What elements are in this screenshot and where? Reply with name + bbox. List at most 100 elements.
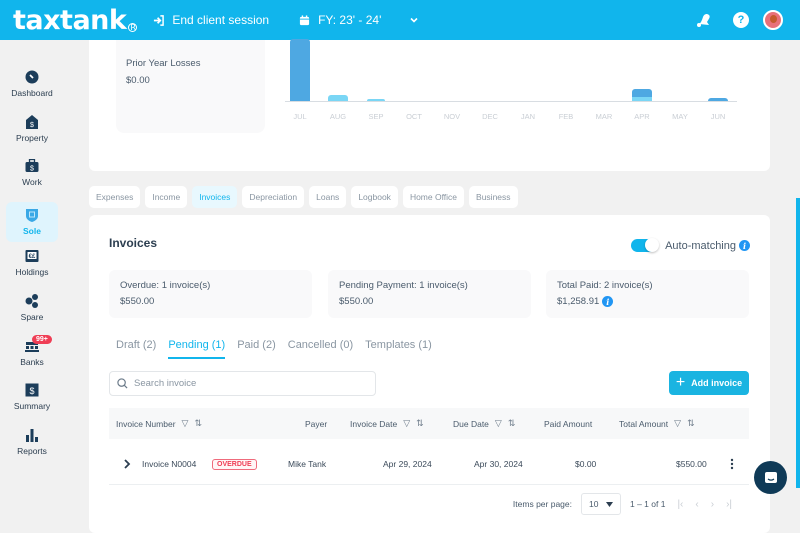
top-bar: taxtank R End client session FY: 23' - 24… [0,0,800,40]
search-icon [117,378,128,389]
sidebar-item-label: Holdings [15,267,49,277]
tab-depreciation[interactable]: Depreciation [242,186,305,208]
filter-icon[interactable]: ▽ [181,418,189,428]
tab-income[interactable]: Income [145,186,188,208]
col-invoice-number[interactable]: Invoice Number ▽ ⇅ [116,408,202,439]
x-tick-label: OCT [406,112,422,121]
col-invoice-date[interactable]: Invoice Date ▽ ⇅ [350,408,424,439]
prior-year-losses-value: $0.00 [126,75,150,86]
filter-icon[interactable]: ▽ [674,418,682,428]
sidebar-item-work[interactable]: $ Work [6,153,58,193]
info-icon[interactable]: i [602,296,614,307]
col-total-amount[interactable]: Total Amount ▽ ⇅ [619,408,695,439]
auto-matching-toggle[interactable] [631,238,660,252]
bar-aug[interactable] [328,95,348,101]
status-badge: OVERDUE [212,458,257,470]
tab-logbook[interactable]: Logbook [351,186,398,208]
sidebar-item-label: Summary [13,401,51,411]
items-per-page-label: Items per page: [512,499,572,509]
bar-jul[interactable] [290,39,310,101]
chevron-down-icon[interactable] [409,15,419,25]
tab-draft[interactable]: Draft (2) [116,339,157,351]
auto-matching: Auto-matching i [631,238,750,252]
invoices-card: Invoices Auto-matching i Overdue: 1 invo… [89,215,770,533]
filter-icon[interactable]: ▽ [494,418,502,428]
end-client-session-button[interactable]: End client session [153,13,269,27]
fy-selector[interactable]: FY: 23' - 24' [299,13,427,27]
invoice-number: Invoice N0004 [142,459,197,469]
table-row[interactable]: Invoice N0004 OVERDUE Mike Tank Apr 29, … [109,443,749,485]
tab-business[interactable]: Business [469,186,518,208]
sidebar-item-property[interactable]: $ Property [6,109,58,149]
tab-invoices[interactable]: Invoices [192,186,238,208]
tab-home-office[interactable]: Home Office [402,186,465,208]
sidebar-item-spare[interactable]: Spare [6,288,58,328]
help-icon[interactable]: ? [733,12,749,28]
bar-jun[interactable] [708,98,728,101]
x-tick-label: JUL [293,112,307,121]
chat-button[interactable] [754,461,787,494]
sidebar-item-summary[interactable]: $ Summary [6,377,58,417]
summary-total-paid: Total Paid: 2 invoice(s) $1,258.91 i [546,270,749,318]
tab-expenses[interactable]: Expenses [89,186,141,208]
bar-apr[interactable] [632,89,652,101]
column-label: Due Date [453,418,489,429]
sort-icon[interactable]: ⇅ [416,418,424,428]
info-icon[interactable]: i [739,240,750,251]
add-invoice-button[interactable]: + Add invoice [669,371,749,395]
svg-text:$: $ [30,166,34,173]
x-tick-label: AUG [329,112,347,121]
sort-icon[interactable]: ⇅ [194,418,202,428]
sidebar-item-reports[interactable]: Reports [6,422,58,462]
total-amount-cell: $550.00 [676,459,707,469]
column-label: Paid Amount [544,418,593,429]
end-session-label: End client session [172,13,270,27]
column-label: Invoice Date [350,418,398,429]
sidebar-item-banks[interactable]: 99+ Banks [6,333,58,373]
table-header: Invoice Number ▽ ⇅ Payer Invoice Date ▽ ⇅ Du… [109,408,749,439]
bell-icon[interactable] [695,12,713,28]
spare-icon [25,294,38,308]
summary-label: Total Paid: 2 invoice(s) [557,280,653,291]
door-exit-icon [154,14,165,26]
tab-templates[interactable]: Templates (1) [365,339,432,351]
sort-icon[interactable]: ⇅ [507,418,516,428]
property-icon: $ [26,115,38,129]
bar-sep[interactable] [367,99,385,101]
tab-loans[interactable]: Loans [309,186,347,208]
filter-icon[interactable]: ▽ [403,418,411,428]
tab-paid[interactable]: Paid (2) [237,339,276,351]
items-per-page-value: 10 [588,499,599,509]
more-options-icon[interactable] [730,443,734,485]
sidebar-item-label: Sole [23,226,41,236]
summary-overdue: Overdue: 1 invoice(s) $550.00 [109,270,312,318]
prior-year-losses-card: Prior Year Losses $0.00 [116,40,265,133]
tab-pending[interactable]: Pending (1) [168,339,226,359]
expand-row-icon[interactable] [123,443,131,485]
logo[interactable]: taxtank R [13,5,138,36]
scrollbar[interactable] [796,198,800,488]
col-due-date[interactable]: Due Date ▽ ⇅ [453,408,515,439]
payer-cell: Mike Tank [288,459,327,469]
sidebar-item-sole[interactable]: Sole [6,202,58,242]
sort-icon[interactable]: ⇅ [687,418,695,428]
search-input[interactable]: Search invoice [109,371,376,396]
summary-label: Pending Payment: 1 invoice(s) [339,280,468,291]
sidebar-item-label: Property [15,133,49,143]
fy-label: FY: 23' - 24' [318,13,382,27]
first-page-icon[interactable]: |‹ [677,498,684,510]
summary-value: $1,258.91 [557,296,600,307]
x-tick-label: DEC [482,112,498,121]
prev-page-icon[interactable]: ‹ [695,498,699,510]
next-page-icon[interactable]: › [710,498,715,510]
last-page-icon[interactable]: ›| [726,498,732,510]
items-per-page-select[interactable]: 10 [580,493,621,515]
sidebar-item-holdings[interactable]: €£ Holdings [6,243,58,283]
tab-cancelled[interactable]: Cancelled (0) [287,339,354,351]
x-tick-label: NOV [443,112,461,121]
sidebar-item-dashboard[interactable]: Dashboard [6,64,58,104]
col-paid-amount: Paid Amount [544,408,592,439]
avatar[interactable] [763,10,783,30]
monthly-bar-chart: JUL AUG SEP OCT NOV DEC JAN FEB MAR APR … [285,39,737,130]
svg-text:$: $ [29,386,34,396]
